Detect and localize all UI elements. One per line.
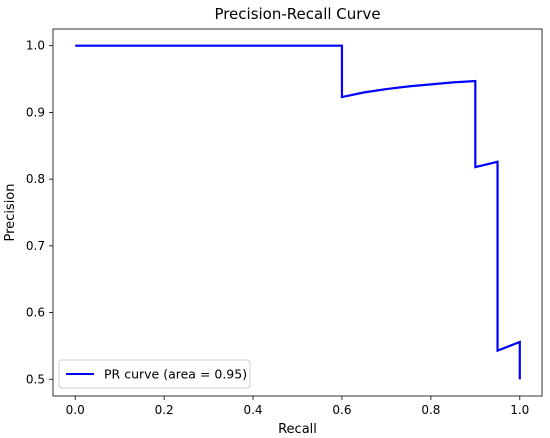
x-tick-label: 1.0 — [510, 403, 529, 417]
x-axis-label: Recall — [278, 422, 317, 437]
y-tick-label: 0.5 — [26, 372, 45, 386]
plot-frame — [52, 28, 543, 397]
y-tick-label: 1.0 — [26, 39, 45, 53]
y-tick-label: 0.9 — [26, 105, 45, 119]
x-tick-label: 0.8 — [421, 403, 440, 417]
x-tick-label: 0.0 — [66, 403, 85, 417]
plot-area — [53, 29, 542, 396]
legend: PR curve (area = 0.95) — [58, 359, 251, 389]
y-axis-label: Precision — [3, 183, 18, 241]
x-tick-label: 0.4 — [243, 403, 262, 417]
y-axis-ticks: 0.5 0.6 0.7 0.8 0.9 1.0 — [26, 39, 53, 386]
x-tick-label: 0.6 — [332, 403, 351, 417]
y-tick-label: 0.8 — [26, 172, 45, 186]
pr-curve-line — [75, 44, 521, 380]
x-tick-label: 0.2 — [155, 403, 174, 417]
legend-box — [58, 359, 251, 389]
y-tick-label: 0.7 — [26, 239, 45, 253]
legend-label: PR curve (area = 0.95) — [104, 367, 247, 382]
series-layer — [75, 44, 521, 380]
chart-title: Precision-Recall Curve — [214, 5, 380, 23]
x-axis-ticks: 0.0 0.2 0.4 0.6 0.8 1.0 — [66, 396, 529, 417]
y-tick-label: 0.6 — [26, 306, 45, 320]
